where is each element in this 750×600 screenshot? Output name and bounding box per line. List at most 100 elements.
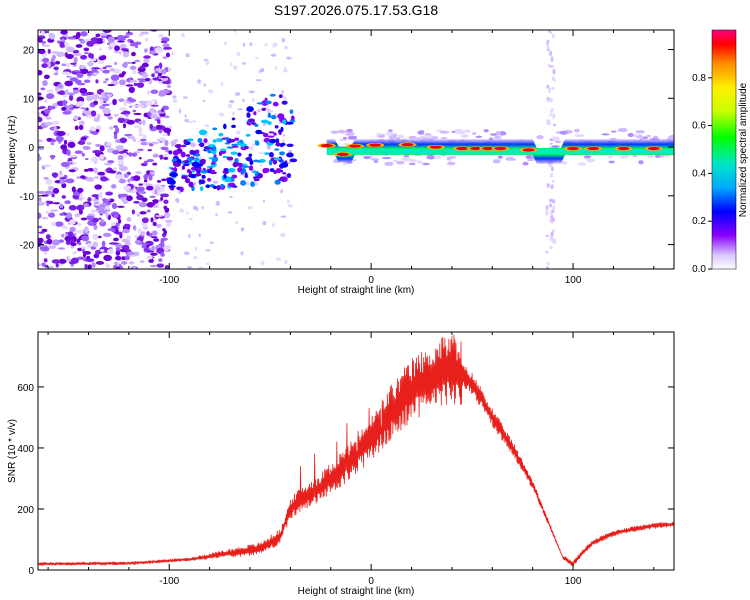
spectrogram-sparse-blob	[202, 99, 206, 103]
spectrogram-noise-blob	[46, 93, 55, 100]
spectrogram-noise-blob	[150, 141, 159, 145]
spectrogram-transition-blob	[174, 143, 182, 149]
spectrogram-noise-blob	[92, 233, 99, 241]
spectrogram-carrier-core	[369, 143, 382, 147]
spectrogram-transition-blob	[280, 126, 284, 132]
spectrogram-noise-blob	[163, 157, 169, 160]
spectrogram-noise-blob	[71, 251, 78, 255]
spectrogram-noise-blob	[66, 133, 70, 136]
spectrogram-noise-blob	[55, 221, 64, 227]
spectrogram-noise-blob	[118, 218, 122, 224]
spectrogram-transition-blob	[253, 111, 257, 116]
spectrogram-noise-blob	[49, 209, 59, 212]
colorbar-ticks: 0.0 0.2 0.4 0.6 0.8	[692, 73, 712, 275]
spectrogram-transition-blob	[172, 149, 180, 156]
spectrogram-noise-blob	[80, 107, 87, 110]
spectrogram-halo-blob	[343, 142, 350, 146]
spectrogram-transition-blob	[245, 156, 253, 162]
spectrogram-sparse-blob	[262, 221, 267, 226]
spectrogram-noise-blob	[107, 160, 115, 164]
spectrogram-noise-blob	[57, 90, 66, 95]
spectrogram-noise-blob	[51, 239, 61, 246]
spectrogram-noise-blob	[95, 33, 101, 38]
spectrogram-halo-blob	[330, 130, 339, 134]
spectrogram-noise-blob	[38, 263, 41, 267]
spectrogram-noise-blob	[77, 140, 86, 145]
spectrogram-noise-blob	[38, 212, 42, 219]
spectrogram-noise-blob	[117, 154, 124, 161]
spectrogram-noise-blob	[159, 75, 168, 79]
spectrogram-streak-blob	[546, 39, 550, 44]
spectrogram-noise-blob	[152, 221, 157, 226]
spectrogram-sparse-blob	[179, 208, 185, 213]
spectrogram-sparse-blob	[198, 233, 201, 237]
spectrogram-transition-blob	[188, 170, 192, 176]
spectrogram-transition-blob	[207, 177, 212, 182]
spectrogram-noise-blob	[125, 84, 134, 87]
spectrogram-transition-blob	[183, 163, 190, 167]
spectrogram-noise-blob	[90, 156, 99, 163]
spectrogram-noise-blob	[131, 61, 136, 64]
spectrogram-sparse-blob	[205, 262, 210, 265]
spectrogram-noise-blob	[118, 178, 127, 184]
spectrogram-noise-blob	[77, 187, 84, 193]
spectrogram-halo-blob	[654, 154, 661, 158]
spectrogram-noise-blob	[73, 115, 79, 121]
spectrogram-transition-blob	[275, 138, 280, 144]
spectrogram-noise-blob	[123, 100, 127, 107]
spectrogram-noise-blob	[73, 70, 81, 73]
spectrogram-sparse-blob	[224, 41, 227, 45]
spectrogram-transition-blob	[262, 167, 270, 173]
spectrogram-noise-blob	[139, 80, 147, 83]
snr-x-tick-label: 0	[368, 576, 374, 587]
spectrogram-sparse-blob	[182, 96, 188, 99]
spectrogram-noise-blob	[68, 95, 74, 101]
spectrogram-sparse-blob	[255, 79, 262, 82]
spectrogram-halo-blob	[635, 129, 645, 134]
spectrogram-noise-blob	[138, 33, 144, 37]
colorbar-tick-label: 0.8	[692, 73, 706, 84]
spectrogram-sparse-blob	[280, 189, 283, 194]
spectrogram-noise-blob	[156, 263, 165, 268]
spectrogram-sparse-blob	[215, 213, 218, 217]
spectrogram-noise-blob	[160, 240, 165, 247]
spectrogram-halo-blob	[434, 155, 442, 159]
spectrogram-noise-blob	[74, 150, 83, 154]
spectrogram-image	[38, 30, 674, 269]
spectrogram-noise-blob	[120, 260, 128, 265]
spectrogram-sparse-blob	[252, 143, 256, 147]
spectrogram-noise-blob	[140, 138, 147, 142]
spectrogram-sparse-blob	[184, 114, 187, 118]
spectrogram-transition-blob	[278, 94, 283, 99]
spectrogram-noise-blob	[51, 193, 55, 198]
spectrogram-sparse-blob	[181, 32, 185, 38]
spectrogram-noise-blob	[155, 124, 163, 130]
spectrogram-noise-blob	[98, 47, 102, 51]
spectrogram-halo-blob	[497, 155, 504, 159]
spectrogram-noise-blob	[59, 170, 63, 176]
spectrogram-noise-blob	[61, 63, 67, 67]
spectrogram-noise-blob	[133, 82, 138, 86]
spectrogram-transition-blob	[198, 143, 203, 146]
spectrogram-transition-blob	[212, 185, 218, 190]
spectrogram-halo-blob	[608, 155, 613, 159]
spectrogram-transition-blob	[267, 135, 275, 138]
spectrogram-noise-blob	[102, 69, 110, 74]
spectrogram-sparse-blob	[207, 89, 214, 94]
spectrogram-noise-blob	[40, 30, 45, 36]
spectrogram-sparse-blob	[249, 42, 253, 47]
spectrogram-halo-blob	[525, 154, 534, 160]
spectrogram-noise-blob	[69, 77, 79, 82]
spectrogram-noise-blob	[55, 262, 59, 268]
spectrogram-streak-blob	[546, 119, 550, 123]
spectrogram-transition-blob	[179, 186, 184, 193]
spectrogram-noise-blob	[155, 223, 162, 228]
spectrogram-sparse-blob	[258, 152, 264, 155]
spectrogram-noise-blob	[97, 171, 106, 176]
spectrogram-noise-blob	[38, 231, 45, 234]
spectrogram-noise-blob	[45, 200, 54, 203]
spectrogram-transition-blob	[273, 132, 277, 136]
spectrogram-noise-blob	[89, 57, 97, 62]
spectrogram-transition-blob	[197, 137, 203, 143]
spectrogram-sparse-blob	[270, 53, 277, 57]
